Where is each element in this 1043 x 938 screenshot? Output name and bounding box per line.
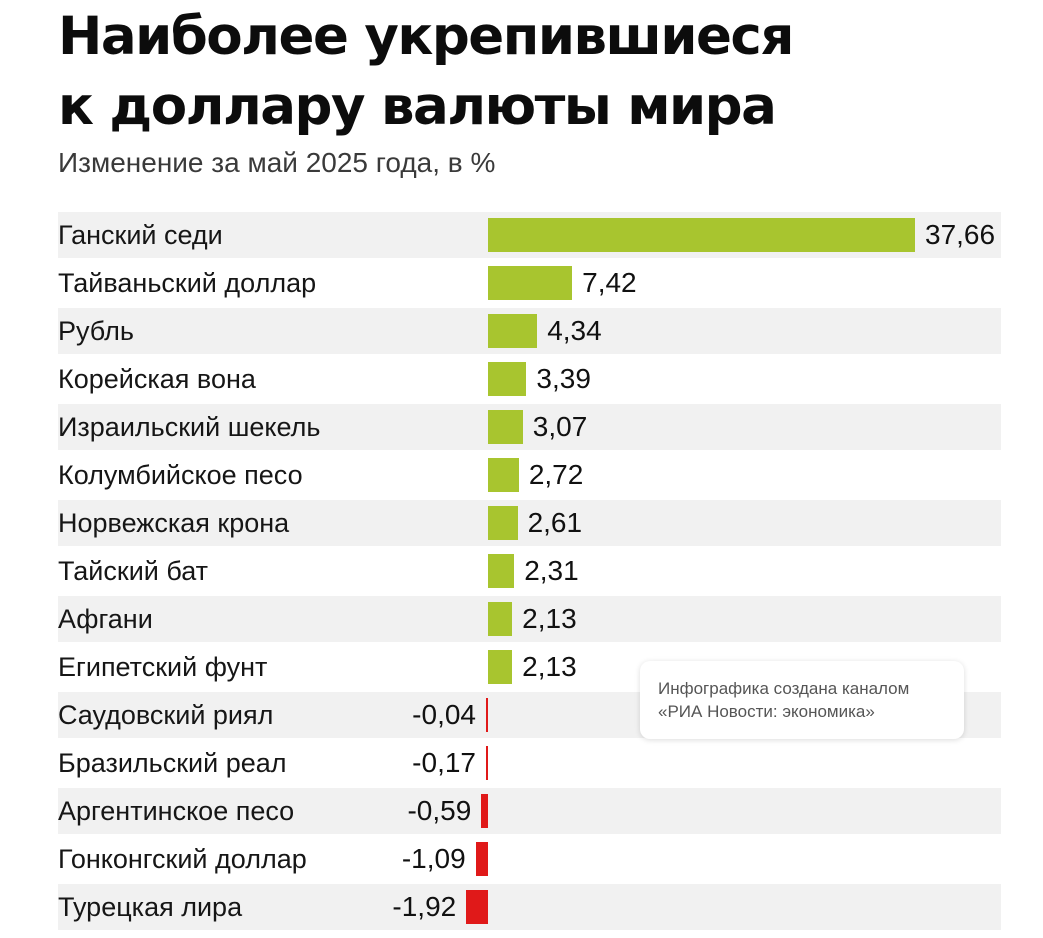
row-stripe — [58, 596, 1001, 642]
bar — [488, 410, 523, 444]
bar — [488, 218, 915, 252]
value-label: -0,59 — [407, 795, 472, 826]
category-label: Саудовский риял — [58, 700, 274, 730]
category-label: Рубль — [58, 316, 134, 346]
category-label: Корейская вона — [58, 364, 256, 394]
bar — [488, 458, 519, 492]
bar — [488, 554, 515, 588]
value-label: 2,61 — [527, 507, 583, 538]
chart-title-line2: к доллару валюты мира — [58, 76, 777, 137]
bar — [488, 506, 518, 540]
bar — [488, 314, 538, 348]
row-stripe — [58, 884, 1001, 930]
chart-title-line1: Наиболее укрепившиеся — [58, 6, 794, 67]
bar — [466, 890, 488, 924]
category-label: Гонконгский доллар — [58, 844, 307, 874]
bar — [475, 842, 488, 876]
row-stripe — [58, 500, 1001, 546]
value-label: 2,31 — [524, 555, 579, 586]
value-label: 4,34 — [547, 315, 602, 346]
bar — [486, 746, 488, 780]
category-label: Колумбийское песо — [58, 460, 303, 490]
row-stripe — [58, 788, 1001, 834]
bar — [488, 650, 513, 684]
category-label: Тайский бат — [58, 556, 208, 586]
bar — [488, 266, 573, 300]
category-label: Ганский седи — [58, 220, 223, 250]
value-label: -1,09 — [401, 843, 466, 874]
value-label: 2,13 — [522, 651, 577, 682]
value-label: 2,72 — [528, 459, 584, 490]
value-label: 3,07 — [532, 411, 588, 442]
category-label: Египетский фунт — [58, 652, 268, 682]
value-label: 3,39 — [536, 363, 591, 394]
bar — [488, 362, 527, 396]
bar — [486, 698, 488, 732]
category-label: Аргентинское песо — [58, 796, 295, 826]
value-label: 2,13 — [522, 603, 577, 634]
chart-title: Наиболее укрепившиеся к доллару валюты м… — [58, 2, 1018, 142]
bar — [481, 794, 488, 828]
attribution-note: Инфографика создана каналом «РИА Новости… — [640, 661, 964, 739]
bar — [488, 602, 513, 636]
chart-subtitle: Изменение за май 2025 года, в % — [58, 147, 496, 178]
row-stripe — [58, 404, 1001, 450]
value-label: -0,17 — [412, 747, 476, 778]
value-label: -0,04 — [412, 699, 476, 730]
value-label: 37,66 — [925, 219, 996, 250]
value-label: -1,92 — [392, 891, 457, 922]
attribution-line1: Инфографика создана каналом — [658, 679, 910, 698]
category-label: Тайваньский доллар — [58, 268, 317, 298]
category-label: Норвежская крона — [58, 508, 290, 538]
value-label: 7,42 — [582, 267, 637, 298]
attribution-line2: «РИА Новости: экономика» — [658, 702, 875, 721]
category-label: Турецкая лира — [58, 892, 243, 922]
category-label: Афгани — [58, 604, 153, 634]
category-label: Израильский шекель — [58, 412, 321, 442]
category-label: Бразильский реал — [58, 748, 287, 778]
